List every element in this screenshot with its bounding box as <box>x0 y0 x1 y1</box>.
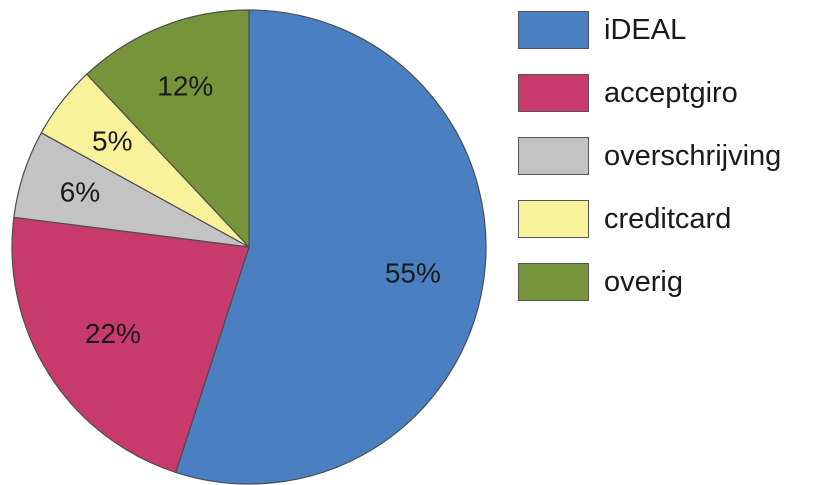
pie-chart: 55% 22% 6% 5% 12% <box>11 9 487 485</box>
legend-item-creditcard: creditcard <box>518 199 808 239</box>
legend-label: acceptgiro <box>604 76 738 109</box>
legend: iDEAL acceptgiro overschrijving creditcard o… <box>518 10 808 325</box>
legend-item-iDEAL: iDEAL <box>518 10 808 50</box>
pie-slice-acceptgiro <box>11 216 250 473</box>
data-label-iDEAL: 55% <box>385 257 441 288</box>
legend-swatch <box>518 11 589 49</box>
legend-label: iDEAL <box>604 13 687 46</box>
pie-slice-overig <box>86 9 250 248</box>
legend-label: overschrijving <box>604 139 782 172</box>
legend-item-overschrijving: overschrijving <box>518 136 808 176</box>
pie-slice-iDEAL <box>175 9 487 485</box>
data-label-overschrijving: 6% <box>60 177 100 208</box>
legend-swatch <box>518 74 589 112</box>
legend-swatch <box>518 137 589 175</box>
pie-labels: 55% 22% 6% 5% 12% <box>60 71 441 349</box>
legend-label: creditcard <box>604 202 732 235</box>
legend-label: overig <box>604 265 683 298</box>
data-label-acceptgiro: 22% <box>85 318 141 349</box>
data-label-overig: 12% <box>157 71 213 102</box>
legend-swatch <box>518 263 589 301</box>
data-label-creditcard: 5% <box>92 125 132 156</box>
legend-item-acceptgiro: acceptgiro <box>518 73 808 113</box>
pie-slices <box>11 9 487 485</box>
legend-swatch <box>518 200 589 238</box>
legend-item-overig: overig <box>518 262 808 302</box>
